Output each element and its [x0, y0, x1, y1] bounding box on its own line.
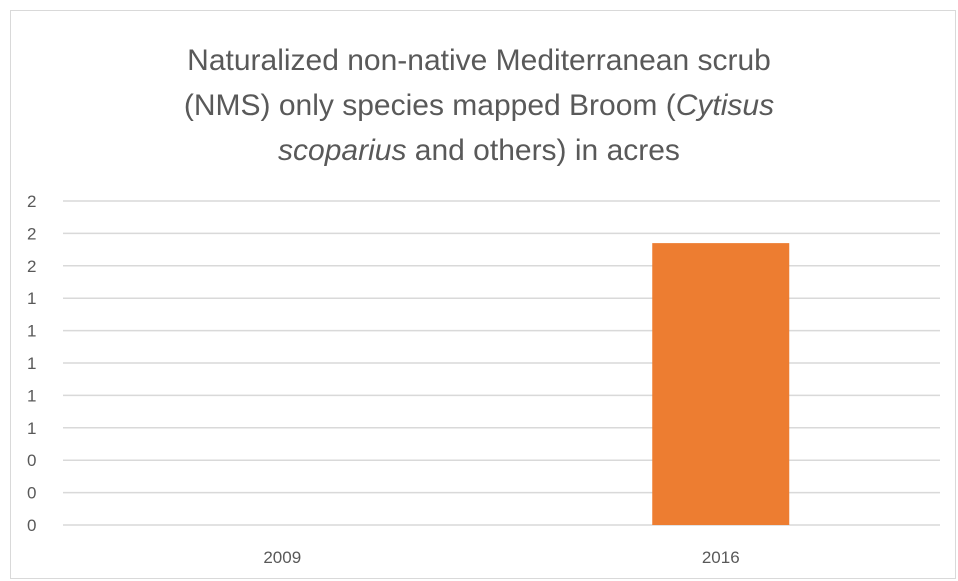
- y-tick-label: 2: [27, 192, 36, 211]
- y-tick-label: 1: [27, 289, 36, 308]
- y-tick-label: 2: [27, 224, 36, 243]
- chart-title: Naturalized non-native Mediterranean scr…: [0, 38, 958, 173]
- y-tick-label: 0: [27, 516, 36, 535]
- y-tick-label: 1: [27, 386, 36, 405]
- chart-title-line-1: Naturalized non-native Mediterranean scr…: [187, 44, 771, 77]
- chart-title-line-2-text: (NMS) only species mapped Broom (: [183, 89, 676, 122]
- y-tick-label: 1: [27, 354, 36, 373]
- chart-title-genus: Cytisus: [675, 89, 775, 122]
- y-tick-label: 2: [27, 257, 36, 276]
- chart-title-line-3-text: and others) in acres: [406, 134, 680, 167]
- x-tick-label: 2009: [263, 548, 301, 567]
- chart-title-line-3: scoparius and others) in acres: [0, 128, 958, 173]
- chart-title-line-2: (NMS) only species mapped Broom (Cytisus: [0, 83, 958, 128]
- chart-frame: [10, 10, 956, 579]
- y-tick-label: 1: [27, 419, 36, 438]
- y-tick-label: 0: [27, 484, 36, 503]
- x-tick-label: 2016: [702, 548, 740, 567]
- y-tick-label: 1: [27, 322, 36, 341]
- y-tick-label: 0: [27, 451, 36, 470]
- bar-2016: [652, 243, 790, 525]
- chart-title-species: scoparius: [278, 134, 407, 167]
